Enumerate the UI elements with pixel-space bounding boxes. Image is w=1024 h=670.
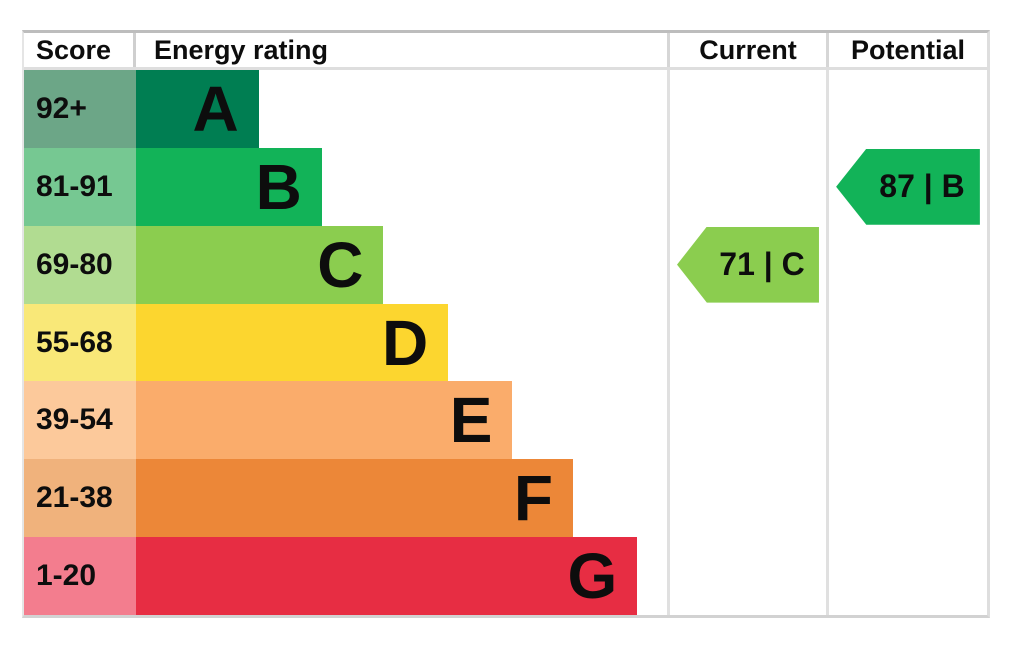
header-score: Score [24,33,136,67]
epc-body: 92+ A 81-91 B 87 | B 69-80 C 71 | C 55-6… [24,70,987,616]
band-letter: F [513,462,553,535]
potential-column-cell [826,537,987,616]
current-column-cell [667,303,826,382]
rating-bar: C [136,225,384,304]
rating-bar-cell: E [136,381,667,460]
band-row-A: 92+ A [24,70,987,148]
potential-column-cell [826,70,987,148]
band-letter: E [449,384,493,457]
band-row-B: 81-91 B 87 | B [24,147,987,226]
rating-bar: A [136,70,259,148]
rating-bar: E [136,381,513,460]
header-current: Current [667,33,826,67]
current-column-cell [667,459,826,538]
rating-bar-cell: A [136,70,667,148]
score-range-label: 81-91 [24,147,136,226]
potential-column-cell [826,381,987,460]
rating-bar: B [136,147,322,226]
band-row-E: 39-54 E [24,381,987,460]
rating-bar: G [136,537,638,616]
epc-header-row: Score Energy rating Current Potential [24,33,987,70]
rating-bar-cell: C [136,225,667,304]
current-column-cell: 71 | C [667,225,826,304]
band-row-C: 69-80 C 71 | C [24,225,987,304]
current-column-cell [667,147,826,226]
potential-rating-label: 87 | B [879,168,965,205]
band-row-F: 21-38 F [24,459,987,538]
band-letter: B [255,150,302,223]
rating-bar: F [136,459,573,538]
band-row-D: 55-68 D [24,303,987,382]
rating-bar-cell: F [136,459,667,538]
band-letter: A [192,72,239,145]
score-range-label: 92+ [24,70,136,148]
rating-bar-cell: G [136,537,667,616]
band-letter: G [567,540,618,613]
band-letter: C [317,228,364,301]
potential-column-cell [826,225,987,304]
score-range-label: 55-68 [24,303,136,382]
current-rating-label: 71 | C [719,246,805,283]
header-energy-rating: Energy rating [154,34,329,65]
current-rating-arrow: 71 | C [677,226,819,303]
score-range-label: 1-20 [24,537,136,616]
rating-bar-cell: D [136,303,667,382]
epc-rating-chart: Score Energy rating Current Potential 92… [22,30,990,618]
score-range-label: 39-54 [24,381,136,460]
potential-column-cell [826,303,987,382]
band-row-G: 1-20 G [24,537,987,616]
potential-column-cell: 87 | B [826,147,987,226]
potential-rating-arrow: 87 | B [836,148,980,225]
header-potential: Potential [826,33,987,67]
score-range-label: 69-80 [24,225,136,304]
rating-bar: D [136,303,449,382]
band-letter: D [382,306,429,379]
rating-bar-cell: B [136,147,667,226]
potential-column-cell [826,459,987,538]
current-column-cell [667,70,826,148]
current-column-cell [667,381,826,460]
score-range-label: 21-38 [24,459,136,538]
current-column-cell [667,537,826,616]
